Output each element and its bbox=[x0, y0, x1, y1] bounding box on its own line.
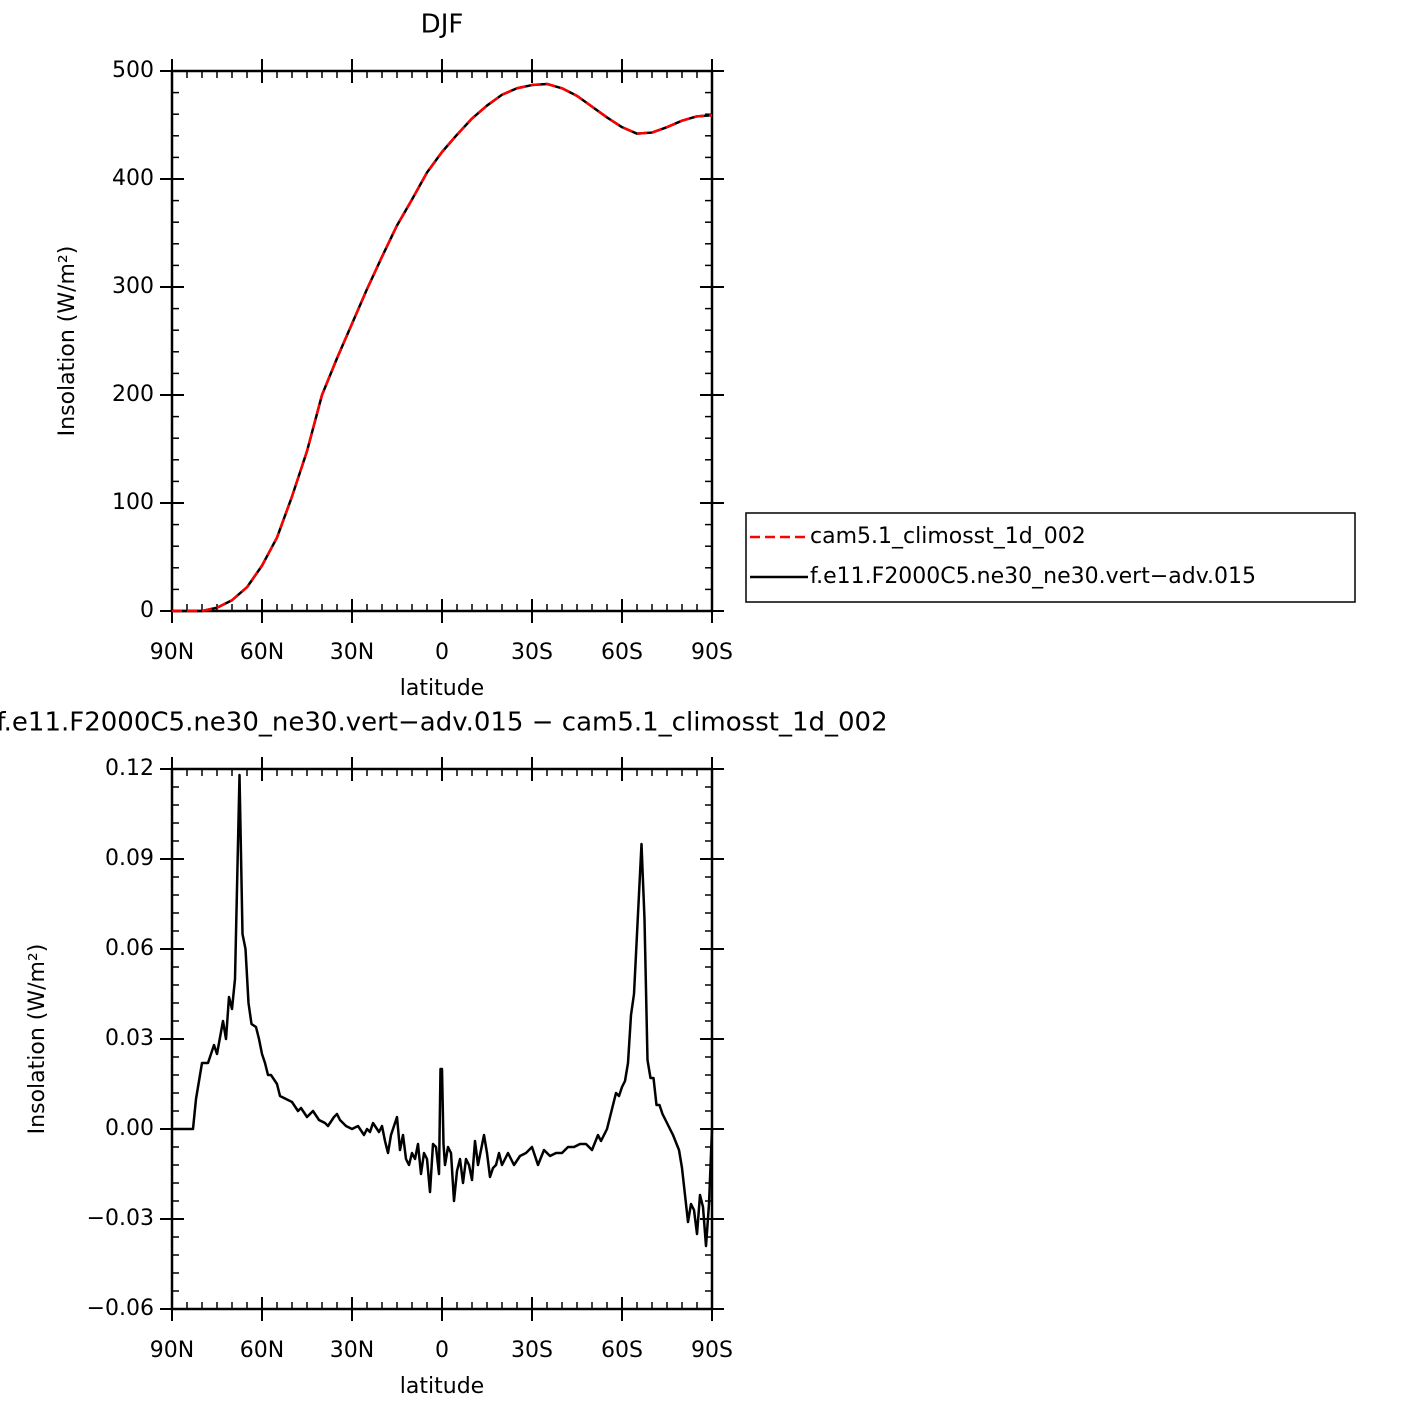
legend-label: f.e11.F2000C5.ne30_ne30.vert−adv.015 bbox=[810, 564, 1256, 589]
y-tick-label: 0.12 bbox=[105, 756, 154, 781]
x-tick-label: 90S bbox=[691, 640, 733, 665]
plot-frame bbox=[170, 767, 714, 1311]
x-tick-label: 60S bbox=[601, 1338, 643, 1363]
x-tick-label: 60N bbox=[240, 1338, 284, 1363]
y-tick-label: 0 bbox=[140, 598, 154, 623]
y-tick-label: 0.09 bbox=[105, 846, 154, 871]
legend-label: cam5.1_climosst_1d_002 bbox=[810, 524, 1086, 549]
legend-box bbox=[745, 512, 1356, 603]
y-tick-label: 300 bbox=[112, 274, 154, 299]
x-tick-label: 0 bbox=[435, 640, 449, 665]
y-axis-label: Insolation (W/m²) bbox=[25, 944, 50, 1135]
x-tick-label: 0 bbox=[435, 1338, 449, 1363]
x-axis-label: latitude bbox=[400, 1374, 484, 1399]
plot-frame bbox=[170, 69, 714, 613]
data-line bbox=[172, 773, 714, 1248]
y-tick-label: 100 bbox=[112, 490, 154, 515]
y-tick-label: −0.06 bbox=[87, 1296, 154, 1321]
y-tick-label: 400 bbox=[112, 166, 154, 191]
x-tick-label: 90S bbox=[691, 1338, 733, 1363]
y-tick-label: 200 bbox=[112, 382, 154, 407]
x-tick-label: 90N bbox=[150, 1338, 194, 1363]
data-line bbox=[172, 82, 713, 613]
x-tick-label: 60S bbox=[601, 640, 643, 665]
x-tick-label: 30S bbox=[511, 640, 553, 665]
y-tick-label: 0.06 bbox=[105, 936, 154, 961]
chart-title: DJF bbox=[421, 10, 464, 40]
y-tick-label: 0.03 bbox=[105, 1026, 154, 1051]
x-tick-label: 30N bbox=[330, 1338, 374, 1363]
y-axis-label: Insolation (W/m²) bbox=[55, 246, 80, 437]
x-tick-label: 30S bbox=[511, 1338, 553, 1363]
y-tick-label: 500 bbox=[112, 58, 154, 83]
x-tick-label: 30N bbox=[330, 640, 374, 665]
y-tick-label: 0.00 bbox=[105, 1116, 154, 1141]
data-line bbox=[172, 82, 713, 613]
y-tick-label: −0.03 bbox=[87, 1206, 154, 1231]
x-tick-label: 60N bbox=[240, 640, 284, 665]
chart-title: f.e11.F2000C5.ne30_ne30.vert−adv.015 − c… bbox=[0, 708, 888, 738]
x-tick-label: 90N bbox=[150, 640, 194, 665]
x-axis-label: latitude bbox=[400, 676, 484, 701]
